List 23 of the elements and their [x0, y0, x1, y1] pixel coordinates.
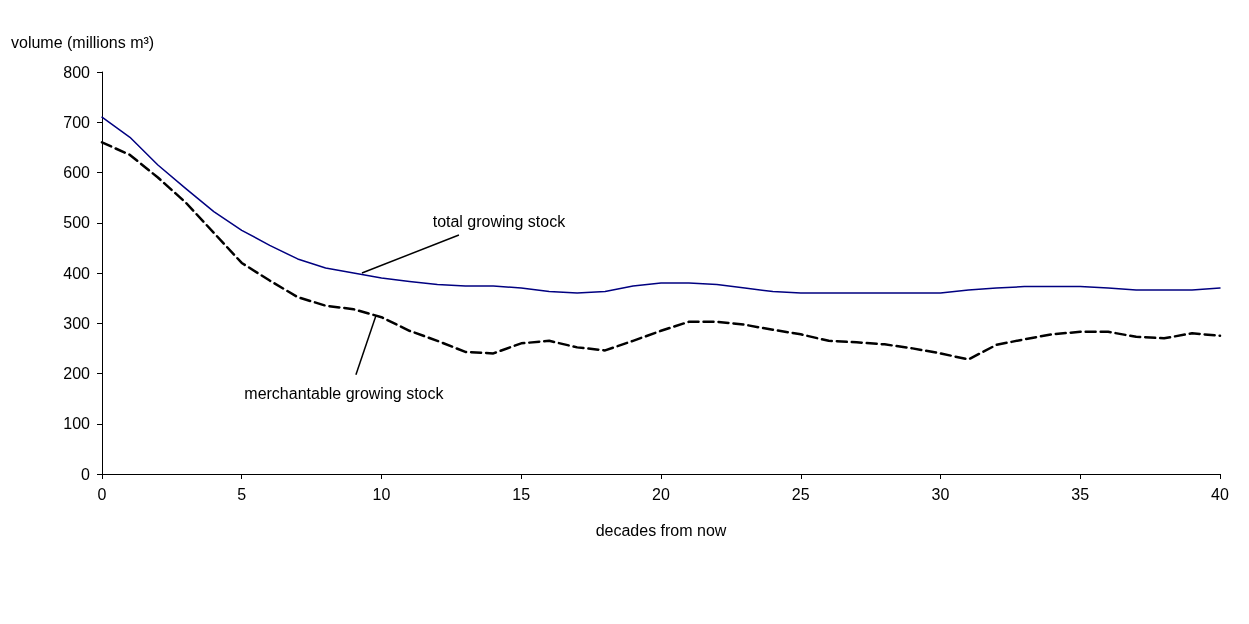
y-tick-label: 0: [81, 465, 91, 483]
x-tick-label: 35: [1071, 485, 1090, 503]
y-tick-label: 100: [63, 415, 91, 433]
y-axis-title: volume (millions m³): [11, 33, 155, 51]
x-tick-label: 0: [97, 485, 107, 503]
x-axis-title: decades from now: [595, 521, 727, 539]
x-tick-label: 30: [931, 485, 950, 503]
y-tick-label: 400: [63, 264, 91, 282]
y-tick-label: 200: [63, 365, 91, 382]
y-tick-label: 700: [63, 113, 91, 131]
x-tick-label: 10: [372, 485, 391, 503]
x-tick-label: 25: [791, 485, 810, 503]
y-tick-label: 500: [63, 214, 91, 232]
annotation: total growing stock: [432, 212, 567, 230]
y-tick-label: 800: [63, 63, 91, 81]
x-tick-label: 5: [237, 485, 247, 503]
x-tick-label: 40: [1211, 485, 1229, 503]
line-series: [101, 116, 1221, 294]
x-tick-label: 15: [512, 485, 531, 503]
y-tick-label: 600: [63, 164, 91, 181]
x-tick-label: 20: [652, 485, 670, 503]
annotation: merchantable growing stock: [244, 385, 445, 403]
y-tick-label: 300: [63, 314, 91, 332]
